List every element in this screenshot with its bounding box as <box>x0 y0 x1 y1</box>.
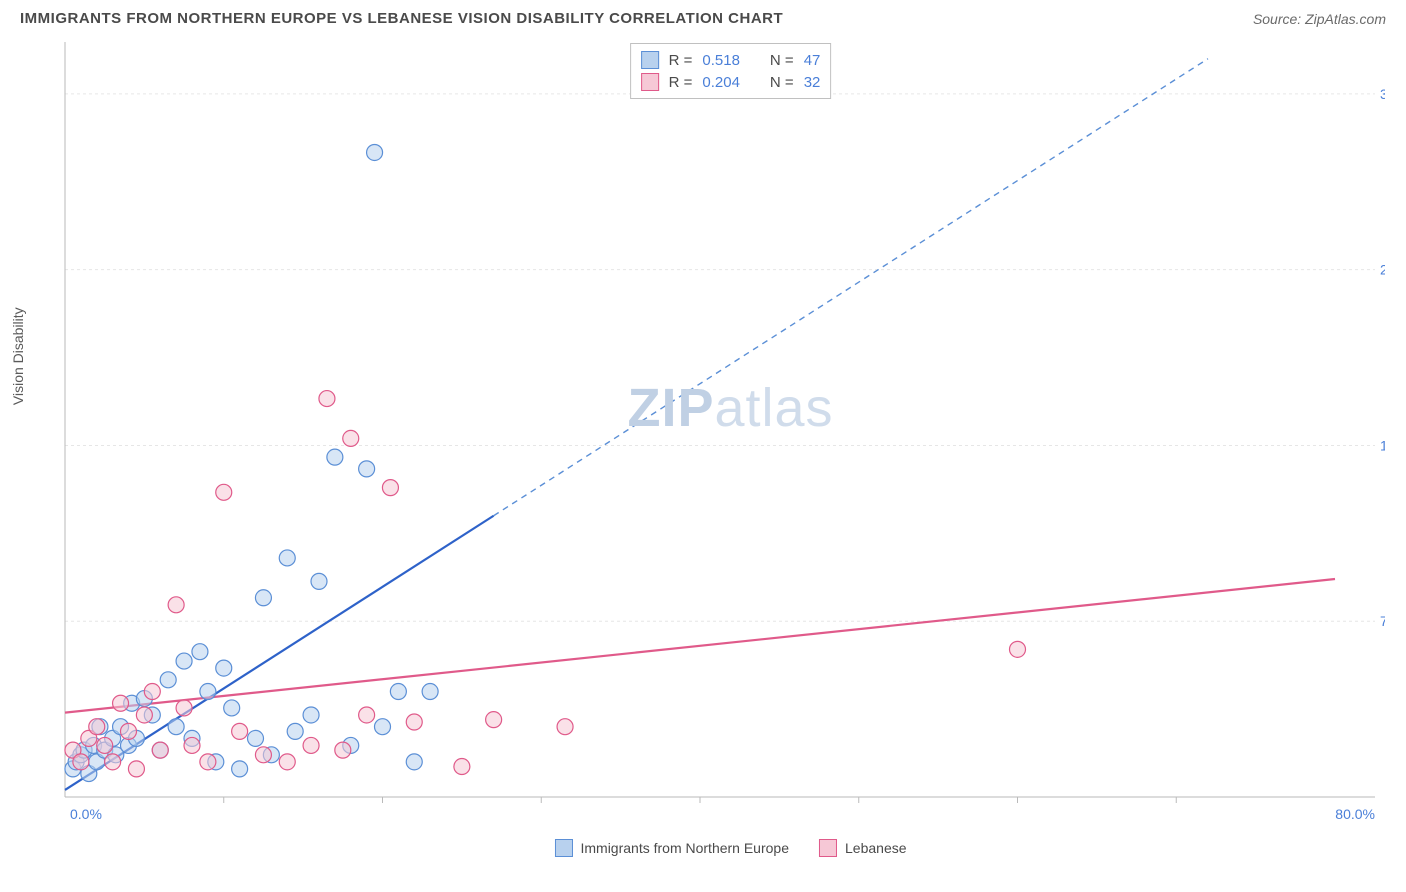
data-point <box>343 430 359 446</box>
data-point <box>375 719 391 735</box>
data-point <box>216 484 232 500</box>
data-point <box>136 707 152 723</box>
data-point <box>382 480 398 496</box>
data-point <box>327 449 343 465</box>
data-point <box>359 461 375 477</box>
data-point <box>97 737 113 753</box>
data-point <box>454 759 470 775</box>
chart-container: 7.5%15.0%22.5%30.0%0.0%80.0% ZIPatlas R … <box>55 37 1406 827</box>
data-point <box>113 695 129 711</box>
data-point <box>248 730 264 746</box>
data-point <box>144 684 160 700</box>
n-value: 32 <box>804 74 821 91</box>
data-point <box>367 144 383 160</box>
data-point <box>279 550 295 566</box>
data-point <box>73 754 89 770</box>
data-point <box>303 737 319 753</box>
legend-series-label: Lebanese <box>845 840 907 856</box>
data-point <box>335 742 351 758</box>
source-credit: Source: ZipAtlas.com <box>1253 11 1386 27</box>
legend-series: Immigrants from Northern Europe Lebanese <box>554 839 906 857</box>
data-point <box>121 723 137 739</box>
data-point <box>128 761 144 777</box>
y-tick-label: 22.5% <box>1380 262 1385 278</box>
data-point <box>279 754 295 770</box>
data-point <box>359 707 375 723</box>
r-label: R = <box>669 52 693 69</box>
data-point <box>232 723 248 739</box>
scatter-plot: 7.5% 15.0% 22.5% 30.0% 0.0% 80.0% <box>55 37 1385 827</box>
data-point <box>184 737 200 753</box>
data-point <box>168 719 184 735</box>
data-point <box>160 672 176 688</box>
data-point <box>168 597 184 613</box>
chart-title: IMMIGRANTS FROM NORTHERN EUROPE VS LEBAN… <box>20 10 783 27</box>
data-point <box>422 684 438 700</box>
r-value: 0.204 <box>702 74 740 91</box>
data-point <box>486 712 502 728</box>
data-point <box>1010 641 1026 657</box>
data-point <box>89 719 105 735</box>
data-point <box>557 719 573 735</box>
legend-stats: R = 0.518 N = 47 R = 0.204 N = 32 <box>630 43 832 99</box>
legend-swatch <box>641 51 659 69</box>
legend-series-label: Immigrants from Northern Europe <box>580 840 789 856</box>
data-point <box>406 754 422 770</box>
y-tick-label: 30.0% <box>1380 86 1385 102</box>
data-point <box>176 653 192 669</box>
data-point <box>255 747 271 763</box>
legend-stats-row: R = 0.518 N = 47 <box>641 49 821 71</box>
data-point <box>232 761 248 777</box>
data-point <box>200 684 216 700</box>
data-point <box>192 644 208 660</box>
data-point <box>390 684 406 700</box>
y-axis-label: Vision Disability <box>10 307 26 405</box>
r-value: 0.518 <box>702 52 740 69</box>
data-point <box>406 714 422 730</box>
data-point <box>255 590 271 606</box>
x-origin-label: 0.0% <box>70 806 102 822</box>
x-end-label: 80.0% <box>1335 806 1375 822</box>
legend-series-item: Lebanese <box>819 839 907 857</box>
legend-swatch <box>554 839 572 857</box>
legend-swatch <box>641 73 659 91</box>
legend-stats-row: R = 0.204 N = 32 <box>641 71 821 93</box>
n-label: N = <box>770 74 794 91</box>
data-point <box>311 573 327 589</box>
data-point <box>200 754 216 770</box>
data-point <box>319 391 335 407</box>
data-point <box>176 700 192 716</box>
y-tick-label: 7.5% <box>1380 613 1385 629</box>
data-point <box>105 754 121 770</box>
n-value: 47 <box>804 52 821 69</box>
n-label: N = <box>770 52 794 69</box>
data-point <box>287 723 303 739</box>
data-point <box>224 700 240 716</box>
legend-swatch <box>819 839 837 857</box>
data-point <box>303 707 319 723</box>
r-label: R = <box>669 74 693 91</box>
y-tick-label: 15.0% <box>1380 437 1385 453</box>
data-point <box>152 742 168 758</box>
data-point <box>216 660 232 676</box>
legend-series-item: Immigrants from Northern Europe <box>554 839 789 857</box>
